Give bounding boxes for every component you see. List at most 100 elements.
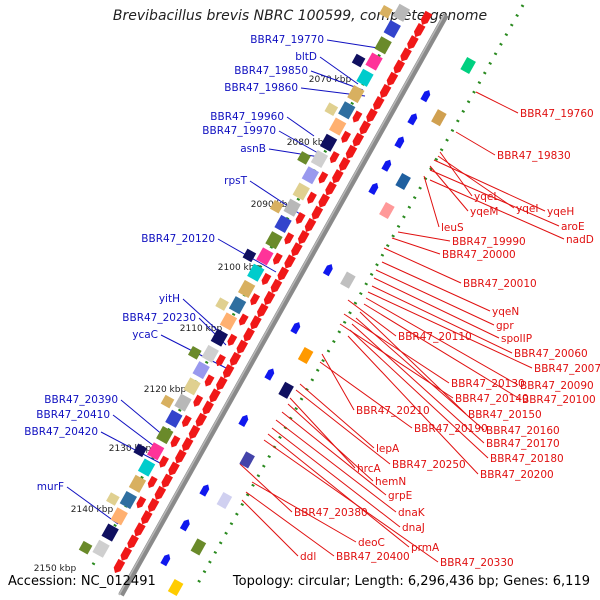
gene-label-bbr47-20190: BBR47_20190: [414, 423, 488, 435]
leader-line-layer: [66, 39, 565, 563]
gene-label-bbr47-20410: BBR47_20410: [36, 409, 110, 421]
gene-label-dnaj: dnaJ: [402, 522, 425, 534]
gene-label-bbr47-20010: BBR47_20010: [463, 278, 537, 290]
functional-category-block: [460, 56, 476, 75]
functional-category-block: [210, 328, 229, 347]
forward-cds-arrow: [147, 475, 158, 488]
functional-category-block: [431, 109, 447, 127]
leader-line-dnaj: [271, 427, 401, 528]
gene-label-deoc: deoC: [358, 537, 385, 549]
forward-cds-arrow: [127, 534, 139, 549]
forward-cds-arrow: [352, 110, 363, 123]
forward-cds-arrow: [168, 461, 180, 476]
reverse-cds-arrow: [160, 554, 171, 567]
accession-text: Accession: NC_012491: [8, 574, 156, 589]
forward-cds-arrow: [318, 193, 330, 208]
forward-cds-arrow: [250, 315, 262, 330]
functional-category-block: [395, 172, 411, 191]
gene-label-bbr47-20100: BBR47_20100: [522, 394, 596, 406]
functional-category-block: [356, 68, 374, 87]
reverse-cds-arrow: [381, 159, 392, 172]
functional-category-block: [187, 346, 202, 360]
forward-cds-arrow: [295, 211, 306, 225]
gene-label-yqei: yqeI: [516, 203, 538, 215]
forward-cds-arrow: [147, 497, 160, 513]
gene-label-bbr47-20060: BBR47_20060: [514, 348, 588, 360]
gene-label-grpe: grpE: [388, 490, 412, 502]
leader-line-bbr47-20200: [347, 335, 479, 475]
gene-label-bbr47-19960: BBR47_19960: [210, 111, 284, 123]
genome-backbone: [118, 13, 449, 597]
leader-line-bbr47-20400: [245, 491, 335, 557]
leader-line-spoiip: [373, 277, 500, 339]
gene-label-nadd: nadD: [566, 234, 594, 246]
forward-cds-arrow: [345, 144, 358, 159]
leader-line-hrca: [289, 397, 356, 469]
leader-line-prma: [267, 433, 410, 548]
leader-line-bbr47-20420: [100, 431, 161, 464]
gene-label-bbr47-20140: BBR47_20140: [455, 393, 529, 405]
functional-category-block: [351, 53, 366, 68]
gene-label-yqen: yqeN: [492, 306, 519, 318]
forward-cds-arrow: [329, 151, 340, 164]
forward-cds-arrow: [400, 47, 412, 62]
forward-cds-arrow: [366, 108, 378, 123]
leader-line-bbr47-20060: [371, 285, 513, 354]
forward-cds-arrow: [136, 496, 147, 509]
forward-cds-arrow: [373, 96, 385, 111]
forward-cds-arrow: [161, 473, 173, 488]
leader-line-lepa: [299, 383, 375, 449]
forward-cds-arrow: [236, 339, 249, 354]
functional-category-block: [383, 20, 401, 39]
forward-cds-arrow: [193, 394, 204, 407]
functional-category-block: [319, 133, 338, 152]
leader-line-bbr47-19970: [278, 130, 319, 154]
gene-label-bbr47-20330: BBR47_20330: [440, 557, 514, 569]
functional-category-block: [216, 491, 233, 510]
functional-category-block: [324, 102, 339, 117]
leader-line-yqei: [437, 155, 515, 209]
functional-category-block: [265, 231, 283, 250]
forward-cds-arrow: [297, 230, 310, 245]
gene-label-ycac: ycaC: [132, 329, 158, 341]
reverse-cds-arrow: [179, 519, 190, 532]
gene-label-bbr47-19970: BBR47_19970: [202, 125, 276, 137]
leader-line-bbr47-20180: [349, 329, 489, 459]
forward-cds-arrow: [227, 333, 238, 346]
gene-label-dnak: dnaK: [398, 507, 426, 519]
forward-cds-arrow: [159, 455, 170, 468]
functional-category-block: [242, 248, 257, 263]
leader-line-dnak: [275, 419, 397, 513]
functional-category-block: [137, 458, 156, 477]
functional-category-block: [328, 117, 347, 136]
forward-cds-arrow: [420, 10, 433, 25]
leader-line-bbr47-19990: [397, 231, 451, 242]
forward-cds-arrow: [263, 290, 276, 306]
functional-category-block: [106, 492, 120, 506]
functional-category-block: [201, 344, 219, 363]
forward-cds-arrow: [243, 327, 255, 342]
gene-label-hrca: hrcA: [357, 463, 382, 475]
leader-line-nadd: [429, 179, 565, 240]
leader-line-yqen: [381, 261, 491, 312]
gene-label-yqem: yqeM: [470, 206, 498, 218]
functional-category-block: [228, 296, 247, 315]
forward-cds-arrow: [154, 485, 167, 500]
leader-line-aroe: [429, 169, 560, 227]
leader-line-bbr47-20390: [120, 399, 165, 437]
functional-category-block: [128, 474, 147, 493]
gene-label-bbr47-20400: BBR47_20400: [336, 551, 410, 563]
leader-line-bbr47-19760: [475, 91, 519, 114]
tick-label-2110-kbp: 2110 kbp: [180, 324, 223, 334]
leader-line-murf: [66, 486, 119, 525]
gene-label-spoiip: spoIIP: [501, 333, 532, 345]
gene-label-bbr47-20210: BBR47_20210: [356, 405, 430, 417]
gene-label-bbr47-20200: BBR47_20200: [480, 469, 554, 481]
functional-category-block: [78, 540, 93, 555]
forward-cds-arrow: [181, 437, 194, 452]
forward-cds-arrow: [386, 71, 399, 86]
functional-category-block: [167, 578, 184, 597]
leader-line-deoc: [251, 481, 357, 543]
gene-label-rpst: rpsT: [224, 175, 247, 187]
leader-line-gpr: [375, 269, 495, 326]
